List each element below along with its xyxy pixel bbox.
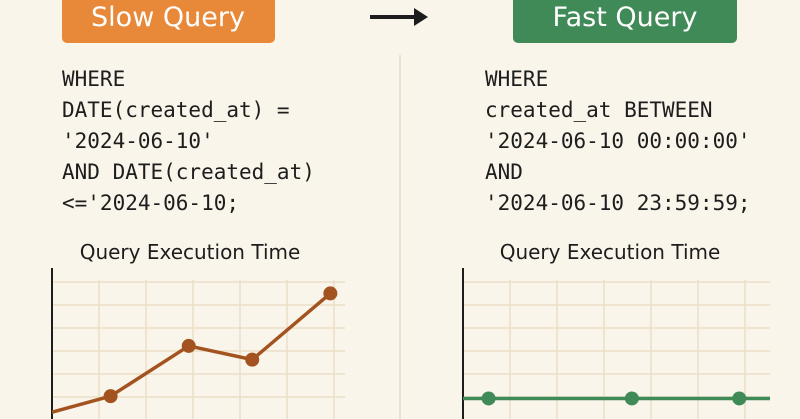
data-point [103,389,118,404]
data-point [323,286,338,301]
code-line: AND [485,160,523,184]
data-point [245,352,260,367]
code-line: '2024-06-10 23:59:59; [485,191,751,215]
code-line: <='2024-06-10; [62,191,239,215]
code-line: WHERE [485,67,548,91]
fast-badge [513,0,737,43]
data-point [481,391,496,406]
arrow-head [414,8,428,26]
data-point [181,338,196,353]
slow-label: Slow Query [91,2,245,33]
chart-title: Query Execution Time [500,240,721,264]
code-line: AND DATE(created_at) [62,160,315,184]
code-line: created_at BETWEEN [485,98,713,122]
slow-badge [62,0,275,43]
chart-title: Query Execution Time [80,240,301,264]
code-line: '2024-06-10 00:00:00' [485,129,751,153]
data-point [732,391,747,406]
fast-label: Fast Query [553,2,698,33]
data-point [624,391,639,406]
code-line: '2024-06-10' [62,129,214,153]
code-line: WHERE [62,67,125,91]
code-line: DATE(created_at) = [62,98,290,122]
